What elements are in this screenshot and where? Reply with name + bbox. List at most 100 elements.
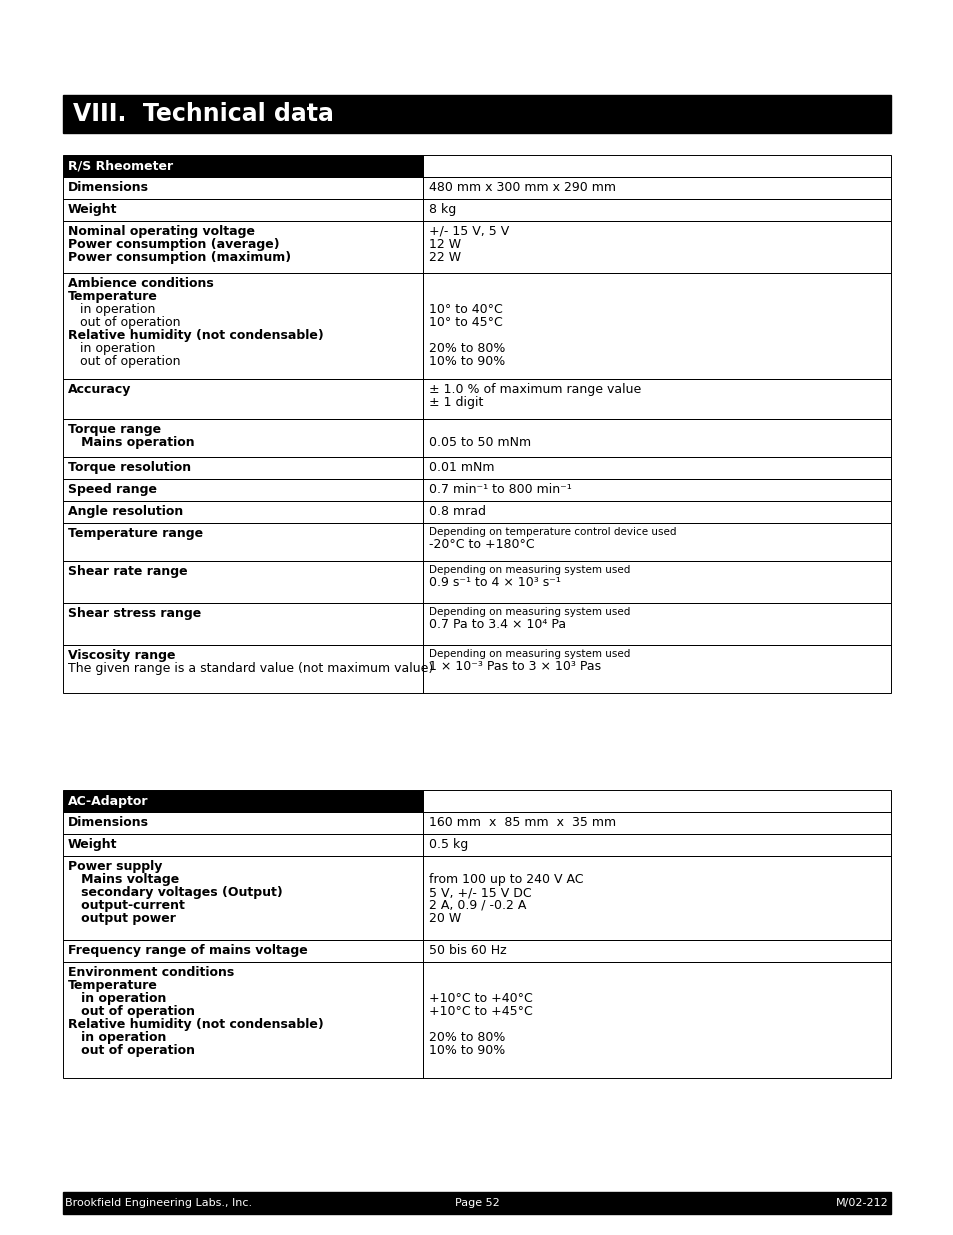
Text: 2 A, 0.9 / -0.2 A: 2 A, 0.9 / -0.2 A [429,899,526,911]
Text: Dimensions: Dimensions [68,816,149,829]
Bar [63,199,423,221]
Bar [63,962,423,1078]
Text: out of operation: out of operation [68,354,180,368]
Bar [63,522,423,561]
Text: Page 52: Page 52 [455,1198,498,1208]
Bar [423,645,890,693]
Bar [423,379,890,419]
Bar [63,811,423,834]
Bar [423,603,890,645]
Text: +/- 15 V, 5 V: +/- 15 V, 5 V [429,225,509,238]
Bar [63,645,423,693]
Text: R/S Rheometer: R/S Rheometer [68,159,172,173]
Bar [63,221,423,273]
Text: Brookfield Engineering Labs., Inc.: Brookfield Engineering Labs., Inc. [65,1198,252,1208]
Text: 50 bis 60 Hz: 50 bis 60 Hz [429,944,506,957]
Text: Power consumption (maximum): Power consumption (maximum) [68,251,291,264]
Bar [63,379,423,419]
Text: Temperature: Temperature [68,290,157,303]
Text: Shear stress range: Shear stress range [68,606,201,620]
Bar [63,419,423,457]
Bar [63,940,423,962]
Text: Nominal operating voltage: Nominal operating voltage [68,225,254,238]
Text: Depending on measuring system used: Depending on measuring system used [429,650,630,659]
Text: 0.05 to 50 mNm: 0.05 to 50 mNm [429,436,531,450]
Bar [423,501,890,522]
Text: 480 mm x 300 mm x 290 mm: 480 mm x 300 mm x 290 mm [429,182,616,194]
Text: Temperature: Temperature [68,979,157,992]
Text: -20°C to +180°C: -20°C to +180°C [429,537,535,551]
Text: AC-Adaptor: AC-Adaptor [68,794,149,808]
Text: 10% to 90%: 10% to 90% [429,1044,505,1057]
Bar [423,479,890,501]
Text: 8 kg: 8 kg [429,203,456,216]
Bar [63,177,423,199]
Text: 0.5 kg: 0.5 kg [429,839,468,851]
Text: Dimensions: Dimensions [68,182,149,194]
Text: in operation: in operation [68,303,155,316]
Text: Depending on measuring system used: Depending on measuring system used [429,564,630,576]
Bar [423,457,890,479]
Text: secondary voltages (Output): secondary voltages (Output) [68,885,282,899]
Text: 10° to 40°C: 10° to 40°C [429,303,502,316]
Text: Weight: Weight [68,203,117,216]
Text: 5 V, +/- 15 V DC: 5 V, +/- 15 V DC [429,885,531,899]
Bar [63,603,423,645]
Bar [63,561,423,603]
Text: ± 1 digit: ± 1 digit [429,396,483,409]
Bar [423,177,890,199]
Text: Depending on temperature control device used: Depending on temperature control device … [429,527,676,537]
Text: M/02-212: M/02-212 [836,1198,888,1208]
Text: 0.9 s⁻¹ to 4 × 10³ s⁻¹: 0.9 s⁻¹ to 4 × 10³ s⁻¹ [429,576,560,589]
Text: Ambience conditions: Ambience conditions [68,277,213,290]
Text: out of operation: out of operation [68,1005,194,1018]
Text: The given range is a standard value (not maximum value): The given range is a standard value (not… [68,662,433,676]
Text: out of operation: out of operation [68,1044,194,1057]
Text: 22 W: 22 W [429,251,461,264]
Text: Speed range: Speed range [68,483,157,496]
Text: 10° to 45°C: 10° to 45°C [429,316,502,329]
Text: 20% to 80%: 20% to 80% [429,1031,505,1044]
Text: 1 × 10⁻³ Pas to 3 × 10³ Pas: 1 × 10⁻³ Pas to 3 × 10³ Pas [429,659,600,673]
Bar [423,834,890,856]
Text: 0.7 Pa to 3.4 × 10⁴ Pa: 0.7 Pa to 3.4 × 10⁴ Pa [429,618,566,631]
Text: from 100 up to 240 V AC: from 100 up to 240 V AC [429,873,583,885]
Text: output-current: output-current [68,899,185,911]
Text: Viscosity range: Viscosity range [68,650,175,662]
Text: 160 mm  x  85 mm  x  35 mm: 160 mm x 85 mm x 35 mm [429,816,616,829]
Bar [63,790,423,811]
Bar [63,273,423,379]
Bar [63,95,890,133]
Bar [63,501,423,522]
Bar [423,199,890,221]
Bar [423,561,890,603]
Bar [423,811,890,834]
Text: Shear rate range: Shear rate range [68,564,188,578]
Bar [423,962,890,1078]
Text: +10°C to +40°C: +10°C to +40°C [429,992,533,1005]
Text: Power supply: Power supply [68,860,162,873]
Text: out of operation: out of operation [68,316,180,329]
Text: Frequency range of mains voltage: Frequency range of mains voltage [68,944,308,957]
Bar [423,790,890,811]
Text: Mains voltage: Mains voltage [68,873,179,885]
Bar [63,156,423,177]
Bar [423,156,890,177]
Bar [63,479,423,501]
Text: Relative humidity (not condensable): Relative humidity (not condensable) [68,329,323,342]
Text: 20 W: 20 W [429,911,461,925]
Text: ± 1.0 % of maximum range value: ± 1.0 % of maximum range value [429,383,640,396]
Text: Environment conditions: Environment conditions [68,966,234,979]
Text: Relative humidity (not condensable): Relative humidity (not condensable) [68,1018,323,1031]
Text: 0.01 mNm: 0.01 mNm [429,461,495,474]
Text: 12 W: 12 W [429,238,461,251]
Text: VIII.  Technical data: VIII. Technical data [73,103,334,126]
Text: 0.8 mrad: 0.8 mrad [429,505,486,517]
Text: Temperature range: Temperature range [68,527,203,540]
Bar [63,856,423,940]
Text: Torque range: Torque range [68,424,161,436]
Text: output power: output power [68,911,175,925]
Bar [63,457,423,479]
Text: in operation: in operation [68,1031,166,1044]
Text: Weight: Weight [68,839,117,851]
